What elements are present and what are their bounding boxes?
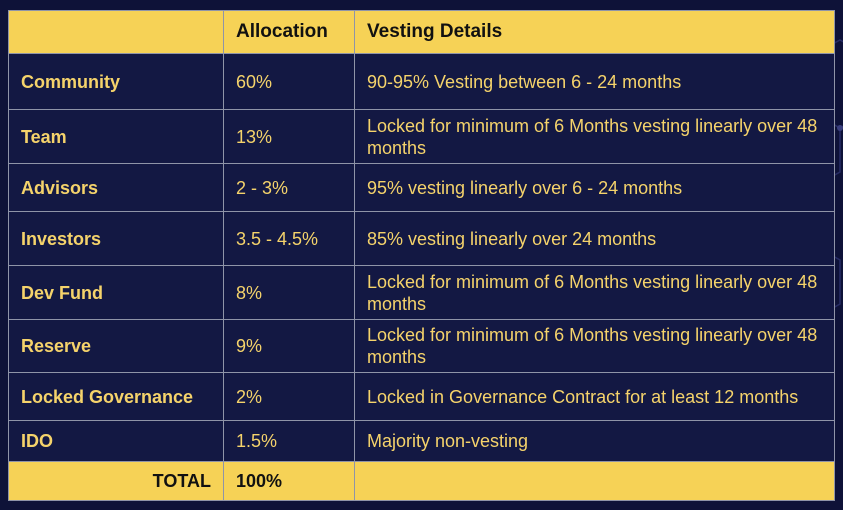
row-vesting-details: Majority non-vesting xyxy=(354,420,835,462)
header-cell-allocation: Allocation xyxy=(223,10,355,54)
row-allocation: 8% xyxy=(223,265,355,320)
row-allocation: 60% xyxy=(223,53,355,110)
table-row: Advisors 2 - 3% 95% vesting linearly ove… xyxy=(8,163,835,212)
row-vesting-details: 85% vesting linearly over 24 months xyxy=(354,211,835,266)
row-vesting-details: 95% vesting linearly over 6 - 24 months xyxy=(354,163,835,212)
row-label: Locked Governance xyxy=(8,372,224,421)
table-total-row: TOTAL 100% xyxy=(8,461,835,501)
allocation-table-container: Allocation Vesting Details Community 60%… xyxy=(8,10,835,501)
table-row: Locked Governance 2% Locked in Governanc… xyxy=(8,372,835,421)
row-vesting-details: 90-95% Vesting between 6 - 24 months xyxy=(354,53,835,110)
total-vesting-details xyxy=(354,461,835,501)
table-row: IDO 1.5% Majority non-vesting xyxy=(8,420,835,462)
header-cell-vesting-details: Vesting Details xyxy=(354,10,835,54)
row-vesting-details: Locked for minimum of 6 Months vesting l… xyxy=(354,265,835,320)
table-header-row: Allocation Vesting Details xyxy=(8,10,835,54)
table-row: Reserve 9% Locked for minimum of 6 Month… xyxy=(8,319,835,373)
table-row: Dev Fund 8% Locked for minimum of 6 Mont… xyxy=(8,265,835,320)
row-label: Dev Fund xyxy=(8,265,224,320)
table-row: Community 60% 90-95% Vesting between 6 -… xyxy=(8,53,835,110)
row-allocation: 13% xyxy=(223,109,355,164)
row-allocation: 2% xyxy=(223,372,355,421)
row-label: Advisors xyxy=(8,163,224,212)
row-label: Investors xyxy=(8,211,224,266)
allocation-table: Allocation Vesting Details Community 60%… xyxy=(8,10,835,501)
total-label: TOTAL xyxy=(8,461,224,501)
row-allocation: 2 - 3% xyxy=(223,163,355,212)
row-allocation: 3.5 - 4.5% xyxy=(223,211,355,266)
row-label: Community xyxy=(8,53,224,110)
table-row: Team 13% Locked for minimum of 6 Months … xyxy=(8,109,835,164)
row-label: Reserve xyxy=(8,319,224,373)
row-allocation: 1.5% xyxy=(223,420,355,462)
row-label: Team xyxy=(8,109,224,164)
row-vesting-details: Locked for minimum of 6 Months vesting l… xyxy=(354,109,835,164)
row-vesting-details: Locked for minimum of 6 Months vesting l… xyxy=(354,319,835,373)
row-allocation: 9% xyxy=(223,319,355,373)
row-label: IDO xyxy=(8,420,224,462)
table-row: Investors 3.5 - 4.5% 85% vesting linearl… xyxy=(8,211,835,266)
header-cell-category xyxy=(8,10,224,54)
row-vesting-details: Locked in Governance Contract for at lea… xyxy=(354,372,835,421)
total-allocation: 100% xyxy=(223,461,355,501)
